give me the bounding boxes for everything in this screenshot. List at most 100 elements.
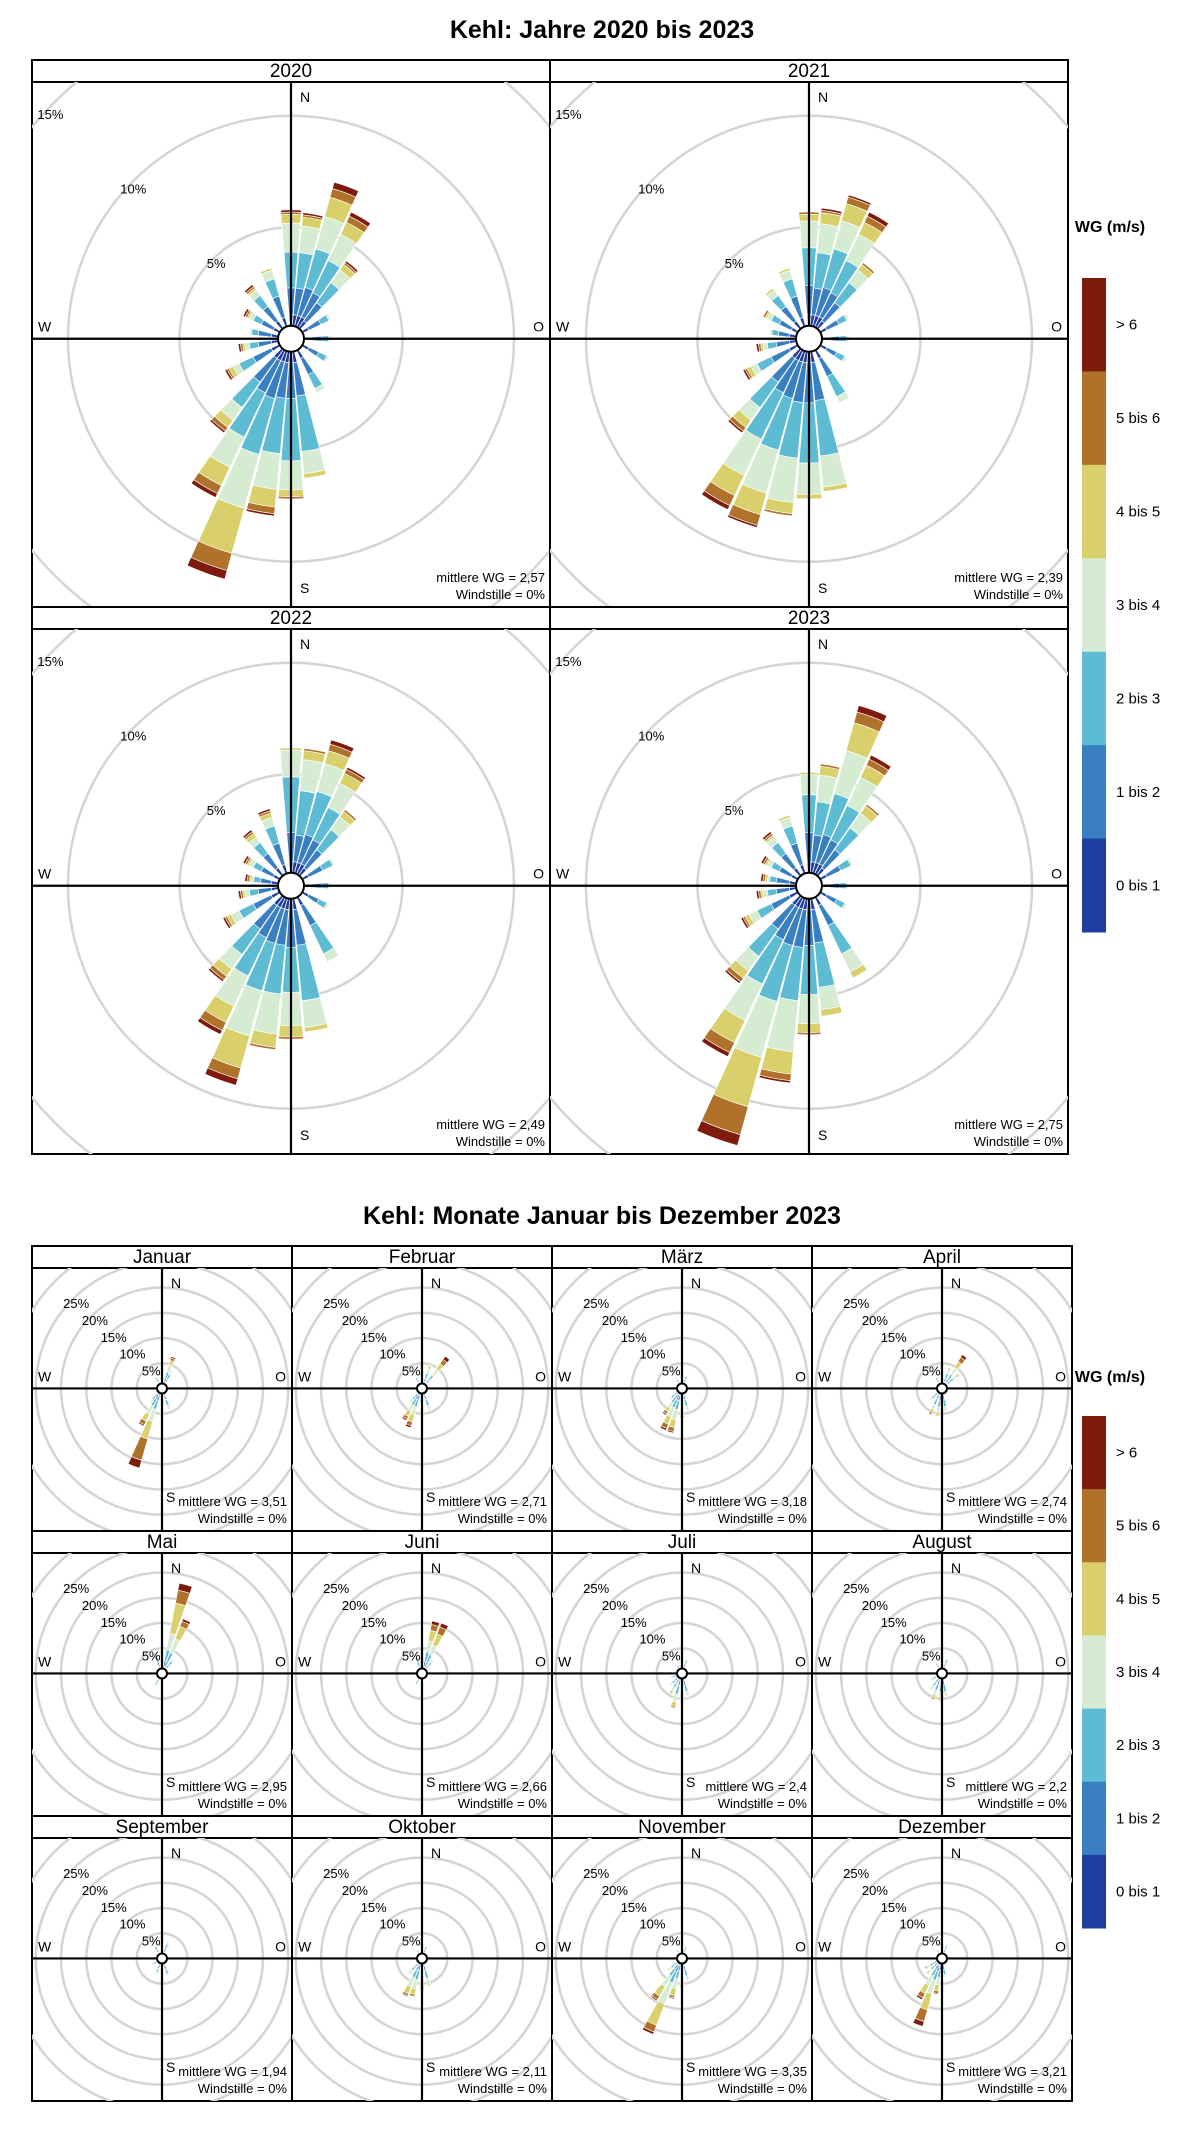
rose-segment xyxy=(242,829,253,839)
compass-east: O xyxy=(795,1938,806,1954)
rose-segment xyxy=(181,1618,191,1625)
compass-west: W xyxy=(38,1938,52,1954)
calm-label: Windstille = 0% xyxy=(198,1796,288,1811)
rose-segment xyxy=(302,212,324,219)
rose-segment xyxy=(166,1972,170,1977)
rose-segment xyxy=(328,857,336,867)
rose-segment xyxy=(755,343,761,353)
rose-segment xyxy=(343,809,357,822)
mean-speed-label: mittlere WG = 2,57 xyxy=(436,570,545,585)
section-title-months: Kehl: Monate Januar bis Dezember 2023 xyxy=(363,1202,841,1230)
calm-label: Windstille = 0% xyxy=(978,1796,1068,1811)
rose-center xyxy=(936,1952,948,1965)
legend-swatch xyxy=(1082,1854,1106,1929)
ring-label: 20% xyxy=(862,1598,888,1613)
rose-segment xyxy=(740,916,750,929)
ring-label: 15% xyxy=(37,654,63,669)
compass-south: S xyxy=(818,580,827,596)
ring-label: 15% xyxy=(621,1330,647,1345)
rose-center xyxy=(277,324,305,353)
legend-swatch xyxy=(1082,1781,1106,1856)
mean-speed-label: mittlere WG = 3,35 xyxy=(698,2064,807,2079)
compass-east: O xyxy=(1051,319,1062,335)
rose-segment xyxy=(425,1945,428,1948)
rose-segment xyxy=(675,1663,678,1666)
legend-label: 4 bis 5 xyxy=(1116,1591,1160,1608)
rose-plot-area: 5% 10% 15% 20% 25% xyxy=(32,1268,292,1531)
rose-segment xyxy=(439,1622,449,1631)
rose-segment xyxy=(727,419,744,434)
compass-east: O xyxy=(535,1368,546,1384)
ring-label: 20% xyxy=(82,1598,108,1613)
compass-south: S xyxy=(686,2059,695,2075)
compass-west: W xyxy=(38,866,52,882)
panel-title: September xyxy=(116,1817,210,1838)
ring-label: 10% xyxy=(119,1917,145,1932)
rose-plot-area: 5% 10% 15% 20% 25% xyxy=(32,1838,292,2101)
rose-segment xyxy=(650,1995,658,2002)
rose-segment xyxy=(153,1944,157,1948)
rose-segment xyxy=(153,1685,157,1688)
compass-south: S xyxy=(166,1774,175,1790)
ring-label: 10% xyxy=(899,1917,925,1932)
rose-center xyxy=(156,1667,168,1680)
rose-segment xyxy=(841,355,848,363)
mean-speed-label: mittlere WG = 2,71 xyxy=(438,1494,547,1509)
rose-segment xyxy=(684,1945,688,1948)
mean-speed-label: mittlere WG = 3,21 xyxy=(958,2064,1067,2079)
ring-label: 10% xyxy=(899,1347,925,1362)
compass-north: N xyxy=(300,89,310,105)
ring-label: 10% xyxy=(379,1917,405,1932)
rose-segment xyxy=(153,1375,157,1379)
rose-center xyxy=(795,324,823,353)
rose-segment xyxy=(865,803,880,817)
ring-label: 20% xyxy=(82,1313,108,1328)
mean-speed-label: mittlere WG = 2,49 xyxy=(436,1117,545,1132)
ring-label: 15% xyxy=(361,1330,387,1345)
rose-segment xyxy=(933,1375,937,1379)
rose-segment xyxy=(428,1364,433,1367)
legend-label: 5 bis 6 xyxy=(1116,1518,1160,1535)
rose-segment xyxy=(927,1411,933,1416)
legend-swatch xyxy=(1082,1708,1106,1783)
rose-center xyxy=(156,1382,168,1395)
legend-swatch xyxy=(1082,1489,1106,1563)
ring-label: 25% xyxy=(63,1866,89,1881)
rose-plot-area: 5% 10% 15% 20% 25% xyxy=(292,1838,552,2101)
ring-label: 20% xyxy=(602,1313,628,1328)
compass-west: W xyxy=(558,1653,572,1669)
ring-label: 5% xyxy=(922,1649,941,1664)
rose-segment xyxy=(934,1661,938,1665)
rose-segment xyxy=(685,1658,689,1661)
ring-label: 10% xyxy=(639,1632,665,1647)
compass-west: W xyxy=(818,1938,832,1954)
panel-title: August xyxy=(912,1532,972,1553)
ring-label: 15% xyxy=(101,1330,127,1345)
legend-swatch xyxy=(1082,371,1106,466)
rose-segment xyxy=(696,1120,741,1146)
calm-label: Windstille = 0% xyxy=(718,1796,808,1811)
compass-north: N xyxy=(691,1560,701,1576)
rose-center xyxy=(676,1667,688,1680)
legend-swatch xyxy=(1082,838,1106,933)
rose-plot-area: 5% 10% 15% 20% 25% xyxy=(552,1553,812,1816)
legend-title: WG (m/s) xyxy=(1075,219,1145,236)
rose-segment xyxy=(169,1370,174,1374)
ring-label: 25% xyxy=(583,1866,609,1881)
rose-segment xyxy=(431,1659,435,1662)
rose-segment xyxy=(186,556,228,580)
ring-label: 15% xyxy=(621,1900,647,1915)
panel-title: Dezember xyxy=(898,1817,986,1838)
rose-segment xyxy=(244,873,249,882)
rose-segment xyxy=(197,1017,223,1035)
rose-segment xyxy=(686,1695,691,1699)
rose-segment xyxy=(846,857,854,867)
monthly-legend: WG (m/s) > 6 5 bis 6 4 bis 5 3 bis 4 2 bis 3 1… xyxy=(1075,1369,1160,1929)
calm-label: Windstille = 0% xyxy=(718,1511,808,1526)
mean-speed-label: mittlere WG = 1,94 xyxy=(178,2064,287,2079)
mean-speed-label: mittlere WG = 2,39 xyxy=(954,570,1063,585)
rose-segment xyxy=(822,482,849,492)
compass-north: N xyxy=(951,1560,961,1576)
